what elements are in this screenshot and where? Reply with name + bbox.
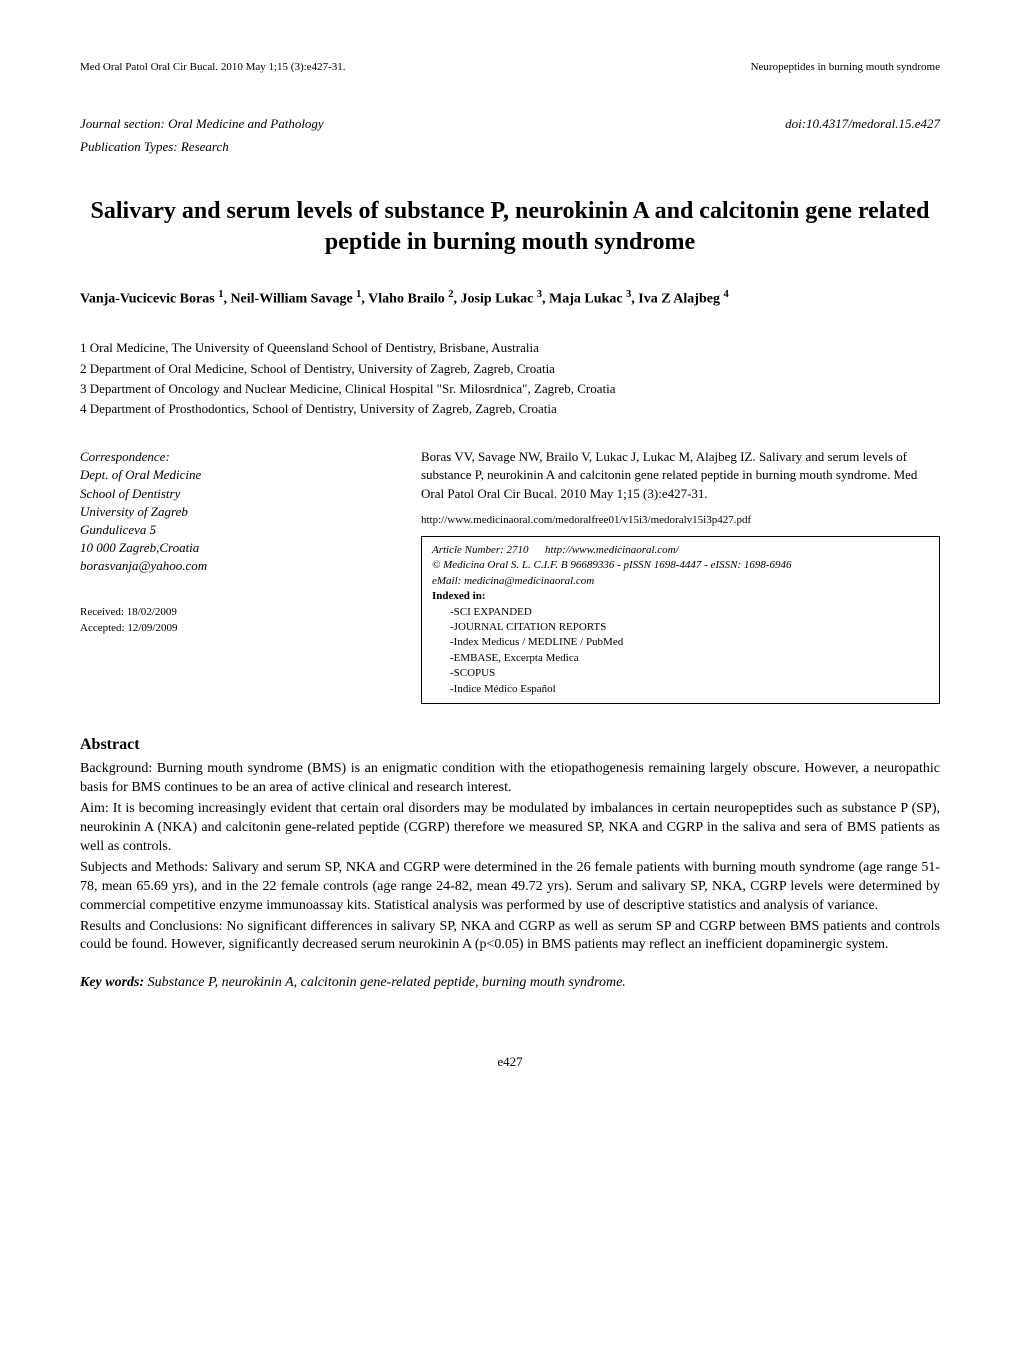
authors-line: Vanja-Vucicevic Boras 1, Neil-William Sa… bbox=[80, 288, 940, 309]
correspondence-citation-row: Correspondence: Dept. of Oral Medicine S… bbox=[80, 448, 940, 704]
index-entry: -JOURNAL CITATION REPORTS bbox=[450, 620, 929, 635]
correspondence-line: School of Dentistry bbox=[80, 485, 381, 503]
correspondence-email: borasvanja@yahoo.com bbox=[80, 557, 381, 575]
article-meta-left: Journal section: Oral Medicine and Patho… bbox=[80, 115, 324, 155]
affiliations-block: 1 Oral Medicine, The University of Queen… bbox=[80, 339, 940, 418]
keywords-text: Substance P, neurokinin A, calcitonin ge… bbox=[148, 975, 626, 990]
correspondence-line: Dept. of Oral Medicine bbox=[80, 466, 381, 484]
citation-url: http://www.medicinaoral.com/medoralfree0… bbox=[421, 513, 940, 528]
publication-types: Publication Types: Research bbox=[80, 138, 324, 156]
running-header-right: Neuropeptides in burning mouth syndrome bbox=[751, 60, 940, 75]
index-entry: -Indice Médico Español bbox=[450, 682, 929, 697]
index-box: Article Number: 2710 http://www.medicina… bbox=[421, 536, 940, 704]
abstract-heading: Abstract bbox=[80, 734, 940, 756]
affiliation-item: 2 Department of Oral Medicine, School of… bbox=[80, 360, 940, 378]
running-header: Med Oral Patol Oral Cir Bucal. 2010 May … bbox=[80, 60, 940, 75]
article-number: Article Number: 2710 bbox=[432, 544, 529, 556]
index-email: eMail: medicina@medicinaoral.com bbox=[432, 574, 929, 589]
index-entry: -Index Medicus / MEDLINE / PubMed bbox=[450, 635, 929, 650]
index-list: -SCI EXPANDED -JOURNAL CITATION REPORTS … bbox=[432, 605, 929, 697]
correspondence-line: University of Zagreb bbox=[80, 503, 381, 521]
citation-text: Boras VV, Savage NW, Brailo V, Lukac J, … bbox=[421, 448, 940, 503]
affiliation-item: 1 Oral Medicine, The University of Queen… bbox=[80, 339, 940, 357]
indexed-in-label: Indexed in: bbox=[432, 589, 929, 604]
abstract-paragraph: Results and Conclusions: No significant … bbox=[80, 918, 940, 956]
correspondence-line: 10 000 Zagreb,Croatia bbox=[80, 539, 381, 557]
page-number: e427 bbox=[80, 1053, 940, 1071]
correspondence-column: Correspondence: Dept. of Oral Medicine S… bbox=[80, 448, 381, 704]
citation-column: Boras VV, Savage NW, Brailo V, Lukac J, … bbox=[421, 448, 940, 704]
affiliation-item: 4 Department of Prosthodontics, School o… bbox=[80, 400, 940, 418]
keywords-label: Key words: bbox=[80, 975, 144, 990]
correspondence-block: Correspondence: Dept. of Oral Medicine S… bbox=[80, 448, 381, 575]
correspondence-line: Gunduliceva 5 bbox=[80, 521, 381, 539]
index-entry: -SCI EXPANDED bbox=[450, 605, 929, 620]
doi-text: doi:10.4317/medoral.15.e427 bbox=[785, 115, 940, 155]
index-article-row: Article Number: 2710 http://www.medicina… bbox=[432, 543, 929, 558]
affiliation-item: 3 Department of Oncology and Nuclear Med… bbox=[80, 380, 940, 398]
running-header-left: Med Oral Patol Oral Cir Bucal. 2010 May … bbox=[80, 60, 345, 75]
accepted-date: Accepted: 12/09/2009 bbox=[80, 621, 381, 636]
keywords-line: Key words: Substance P, neurokinin A, ca… bbox=[80, 973, 940, 993]
correspondence-heading: Correspondence: bbox=[80, 448, 381, 466]
abstract-paragraph: Background: Burning mouth syndrome (BMS)… bbox=[80, 760, 940, 798]
index-entry: -SCOPUS bbox=[450, 666, 929, 681]
journal-section: Journal section: Oral Medicine and Patho… bbox=[80, 115, 324, 133]
received-date: Received: 18/02/2009 bbox=[80, 605, 381, 620]
article-url: http://www.medicinaoral.com/ bbox=[545, 544, 679, 556]
index-entry: -EMBASE, Excerpta Medica bbox=[450, 651, 929, 666]
article-meta-row: Journal section: Oral Medicine and Patho… bbox=[80, 115, 940, 155]
abstract-body: Background: Burning mouth syndrome (BMS)… bbox=[80, 760, 940, 955]
dates-block: Received: 18/02/2009 Accepted: 12/09/200… bbox=[80, 605, 381, 636]
article-title: Salivary and serum levels of substance P… bbox=[80, 196, 940, 258]
abstract-paragraph: Aim: It is becoming increasingly evident… bbox=[80, 800, 940, 857]
index-copyright: © Medicina Oral S. L. C.I.F. B 96689336 … bbox=[432, 558, 929, 573]
abstract-paragraph: Subjects and Methods: Salivary and serum… bbox=[80, 859, 940, 916]
